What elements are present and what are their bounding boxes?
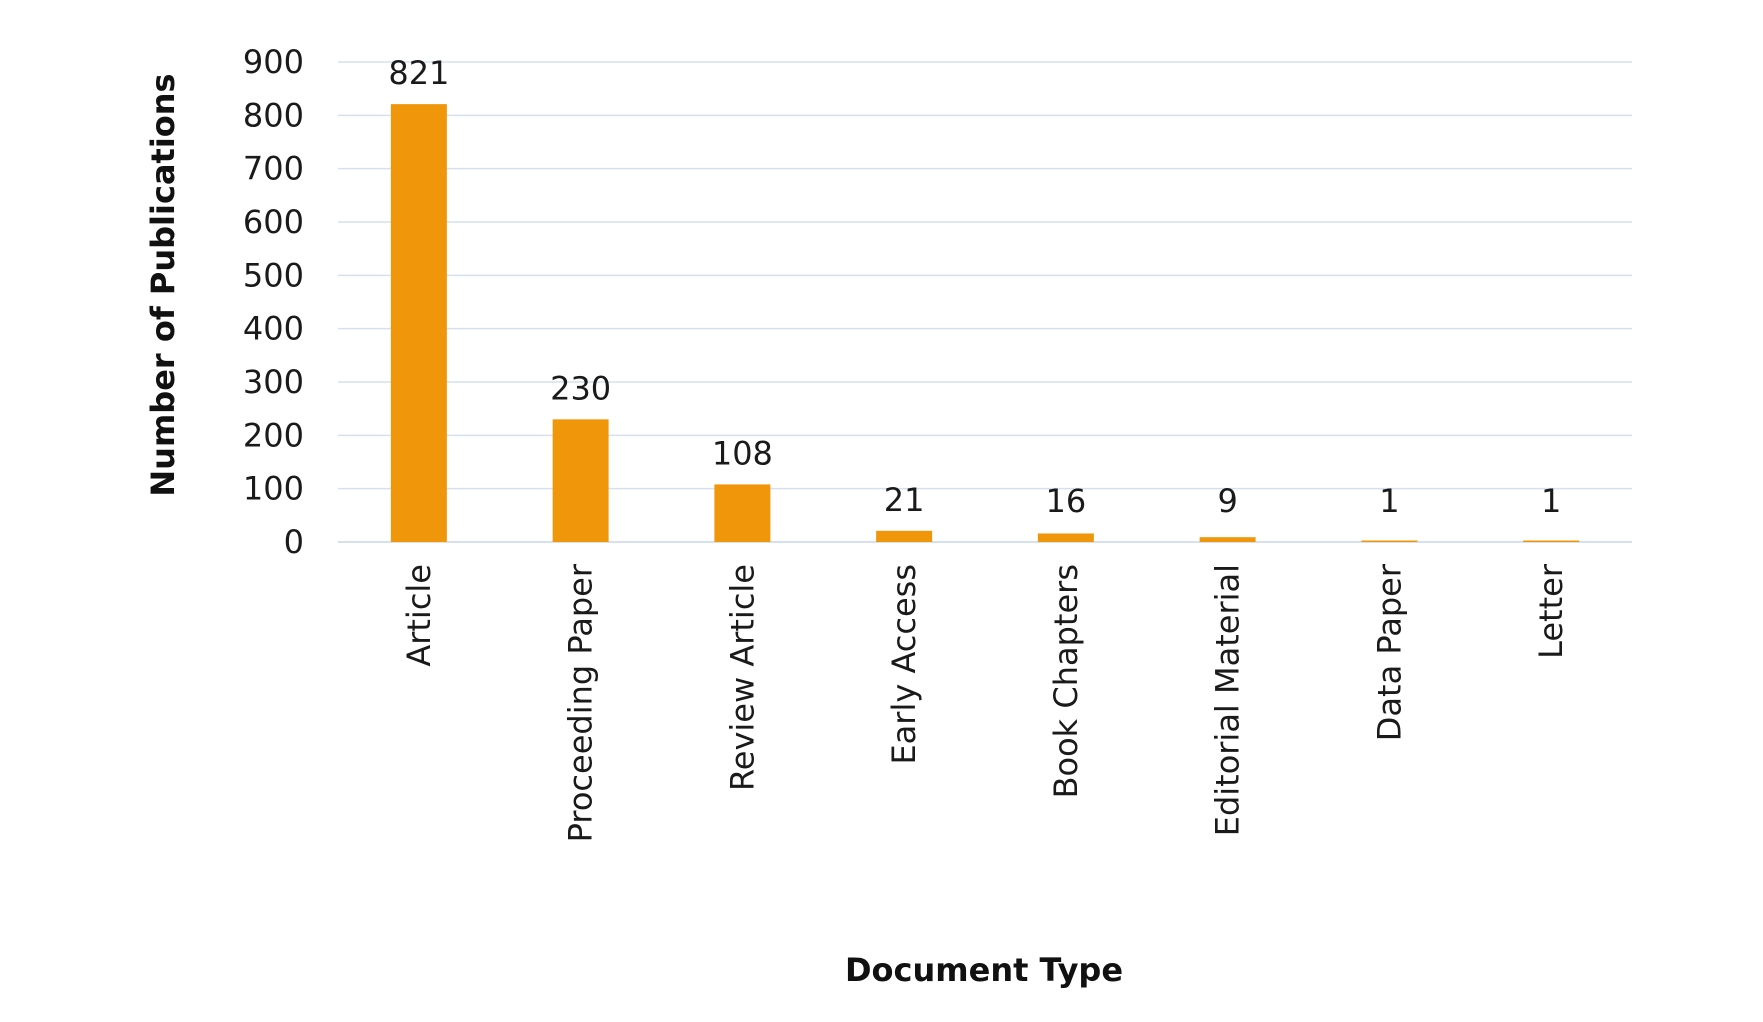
bar-early-access: [876, 530, 933, 542]
gridlines: [338, 61, 1632, 543]
bar-review-article: [714, 484, 771, 542]
x-axis-title: Document Type: [845, 951, 1123, 989]
data-label: 821: [388, 54, 449, 92]
x-category-label: Article: [400, 564, 438, 667]
y-tick-label: 400: [243, 310, 304, 348]
bar-data-paper: [1361, 540, 1418, 542]
data-label: 9: [1217, 482, 1237, 520]
data-label: 230: [550, 369, 611, 407]
y-tick-label: 500: [243, 256, 304, 294]
bar-proceeding-paper: [552, 419, 609, 542]
data-label: 16: [1046, 482, 1087, 520]
x-category-label: Editorial Material: [1209, 564, 1247, 836]
y-tick-label: 800: [243, 96, 304, 134]
y-tick-label: 200: [243, 416, 304, 454]
bar-book-chapters: [1037, 533, 1094, 542]
y-tick-label: 0: [284, 523, 304, 561]
x-category-label: Early Access: [885, 564, 923, 765]
y-axis-title: Number of Publications: [144, 73, 182, 496]
x-category-label: Letter: [1532, 563, 1570, 659]
x-category-label: Review Article: [723, 564, 761, 791]
bar-letter: [1523, 540, 1580, 542]
data-label: 1: [1379, 482, 1399, 520]
y-tick-label: 600: [243, 203, 304, 241]
y-tick-label: 100: [243, 470, 304, 508]
x-category-label: Data Paper: [1370, 563, 1408, 741]
y-tick-label: 300: [243, 363, 304, 401]
x-category-label: Proceeding Paper: [562, 563, 600, 842]
bar-editorial-material: [1199, 537, 1256, 542]
data-label: 108: [712, 434, 773, 472]
bar-article: [390, 104, 447, 542]
y-tick-label: 700: [243, 150, 304, 188]
data-label: 1: [1541, 482, 1561, 520]
y-axis-ticks: 0 100 200 300 400 500 600 700 800 900: [243, 43, 304, 561]
bars: [390, 104, 1580, 542]
y-tick-label: 900: [243, 43, 304, 81]
data-label: 21: [884, 481, 925, 519]
data-labels: 821 230 108 21 16 9 1 1: [388, 54, 1561, 520]
x-category-label: Book Chapters: [1047, 564, 1085, 798]
x-axis-categories: Article Proceeding Paper Review Article Ear…: [400, 563, 1570, 842]
